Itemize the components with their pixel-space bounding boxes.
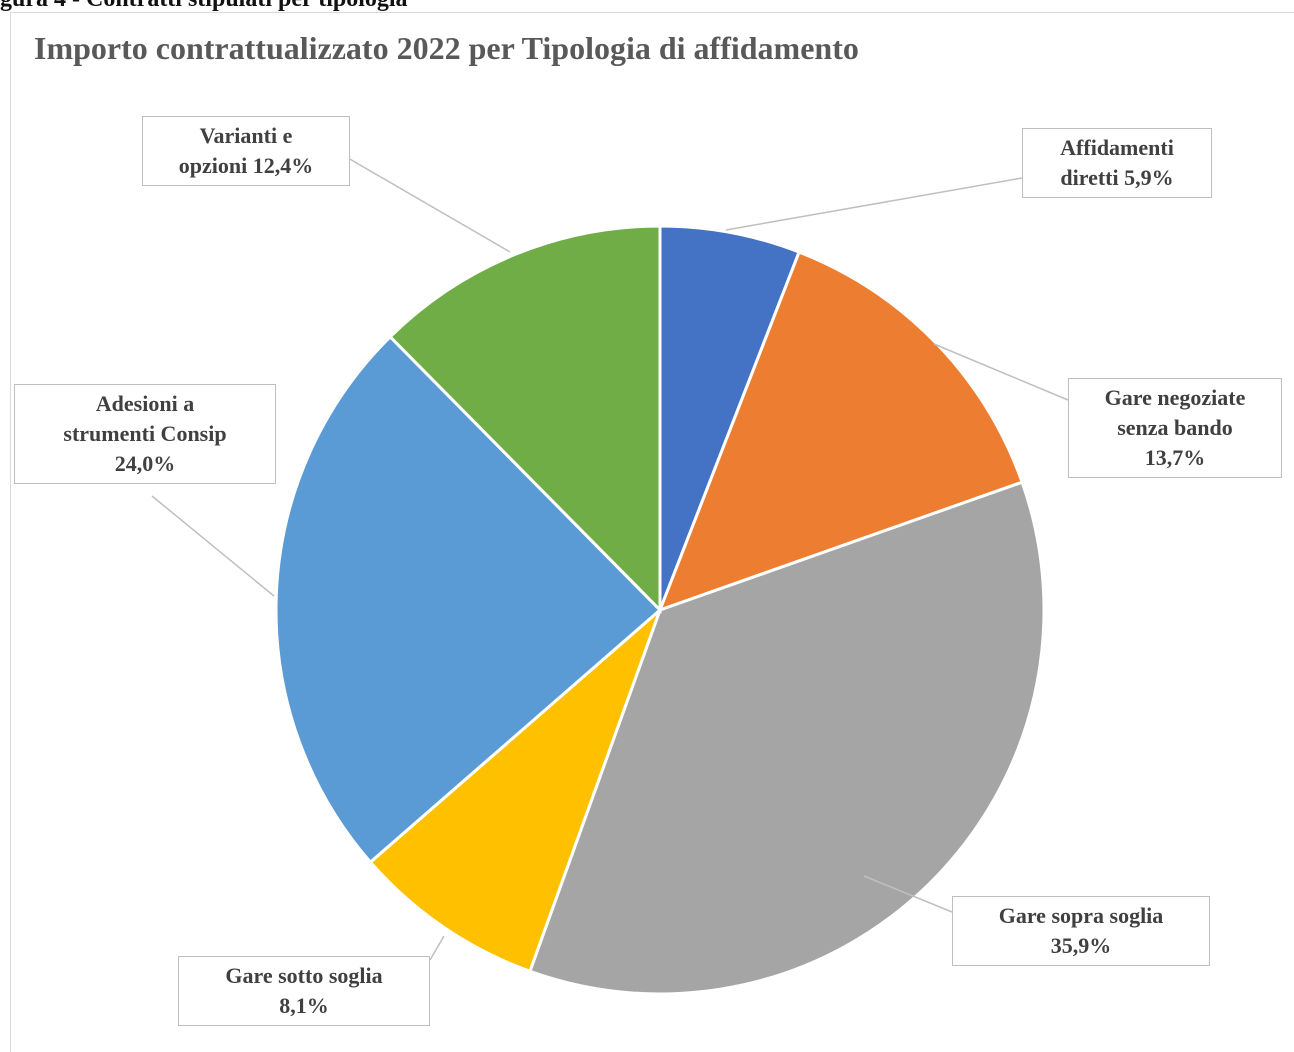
label-line: Adesioni a xyxy=(95,391,195,416)
label-line: Varianti e xyxy=(199,123,293,148)
leader-lines xyxy=(151,157,1069,961)
label-line: 35,9% xyxy=(1050,933,1112,958)
pie-slices xyxy=(274,224,1046,996)
pie-slice-varianti-e-opzioni xyxy=(388,224,662,614)
pie-slice-affidamenti-diretti xyxy=(658,224,802,611)
pie-slice-gare-sopra-soglia xyxy=(527,480,1046,996)
chart-title: Importo contrattualizzato 2022 per Tipol… xyxy=(34,30,859,66)
data-label-gare-sopra-soglia: Gare sopra soglia 35,9% xyxy=(952,896,1210,966)
label-line: 24,0% xyxy=(114,451,176,476)
label-line: senza bando xyxy=(1117,415,1233,440)
chart-frame xyxy=(10,12,1294,1052)
label-line: strumenti Consip xyxy=(63,421,227,446)
label-line: diretti 5,9% xyxy=(1060,165,1174,190)
leader-affidamenti xyxy=(725,177,1023,231)
label-line: opzioni 12,4% xyxy=(178,153,314,178)
pie-slice-gare-negoziate-senza-bando xyxy=(657,250,1025,613)
leader-negoziate xyxy=(933,343,1069,401)
label-line: 13,7% xyxy=(1144,445,1206,470)
pie-slice-gare-sotto-soglia xyxy=(368,605,664,974)
data-label-gare-negoziate: Gare negoziate senza bando 13,7% xyxy=(1068,378,1282,478)
data-label-gare-sotto-soglia: Gare sotto soglia 8,1% xyxy=(178,956,430,1026)
label-line: Gare sotto soglia xyxy=(225,963,383,988)
leader-sotto xyxy=(429,935,445,961)
label-line: Gare sopra soglia xyxy=(998,903,1164,928)
label-line: Gare negoziate xyxy=(1104,385,1246,410)
data-label-adesioni-consip: Adesioni a strumenti Consip 24,0% xyxy=(14,384,276,484)
leader-consip xyxy=(151,495,275,597)
data-label-varianti-opzioni: Varianti e opzioni 12,4% xyxy=(142,116,350,186)
leader-varianti xyxy=(347,157,511,253)
figure-caption: gura 4 - Contratti stipulati per tipolog… xyxy=(0,0,408,13)
label-line: Affidamenti xyxy=(1060,135,1174,160)
leader-sopra xyxy=(863,875,953,913)
label-line: 8,1% xyxy=(279,993,329,1018)
pie-slice-adesioni-a-strumenti-consip xyxy=(274,334,663,865)
data-label-affidamenti-diretti: Affidamenti diretti 5,9% xyxy=(1022,128,1212,198)
